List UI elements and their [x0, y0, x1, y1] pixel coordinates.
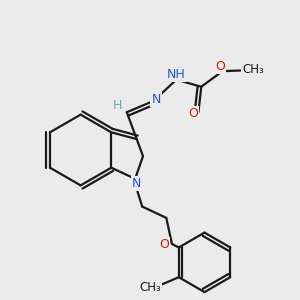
- Text: O: O: [215, 60, 225, 73]
- Text: O: O: [188, 107, 198, 120]
- Text: N: N: [151, 93, 161, 106]
- Text: H: H: [113, 100, 122, 112]
- Text: N: N: [132, 177, 141, 190]
- Text: CH₃: CH₃: [140, 281, 161, 295]
- Text: O: O: [159, 238, 169, 251]
- Text: NH: NH: [167, 68, 186, 81]
- Text: CH₃: CH₃: [242, 63, 264, 76]
